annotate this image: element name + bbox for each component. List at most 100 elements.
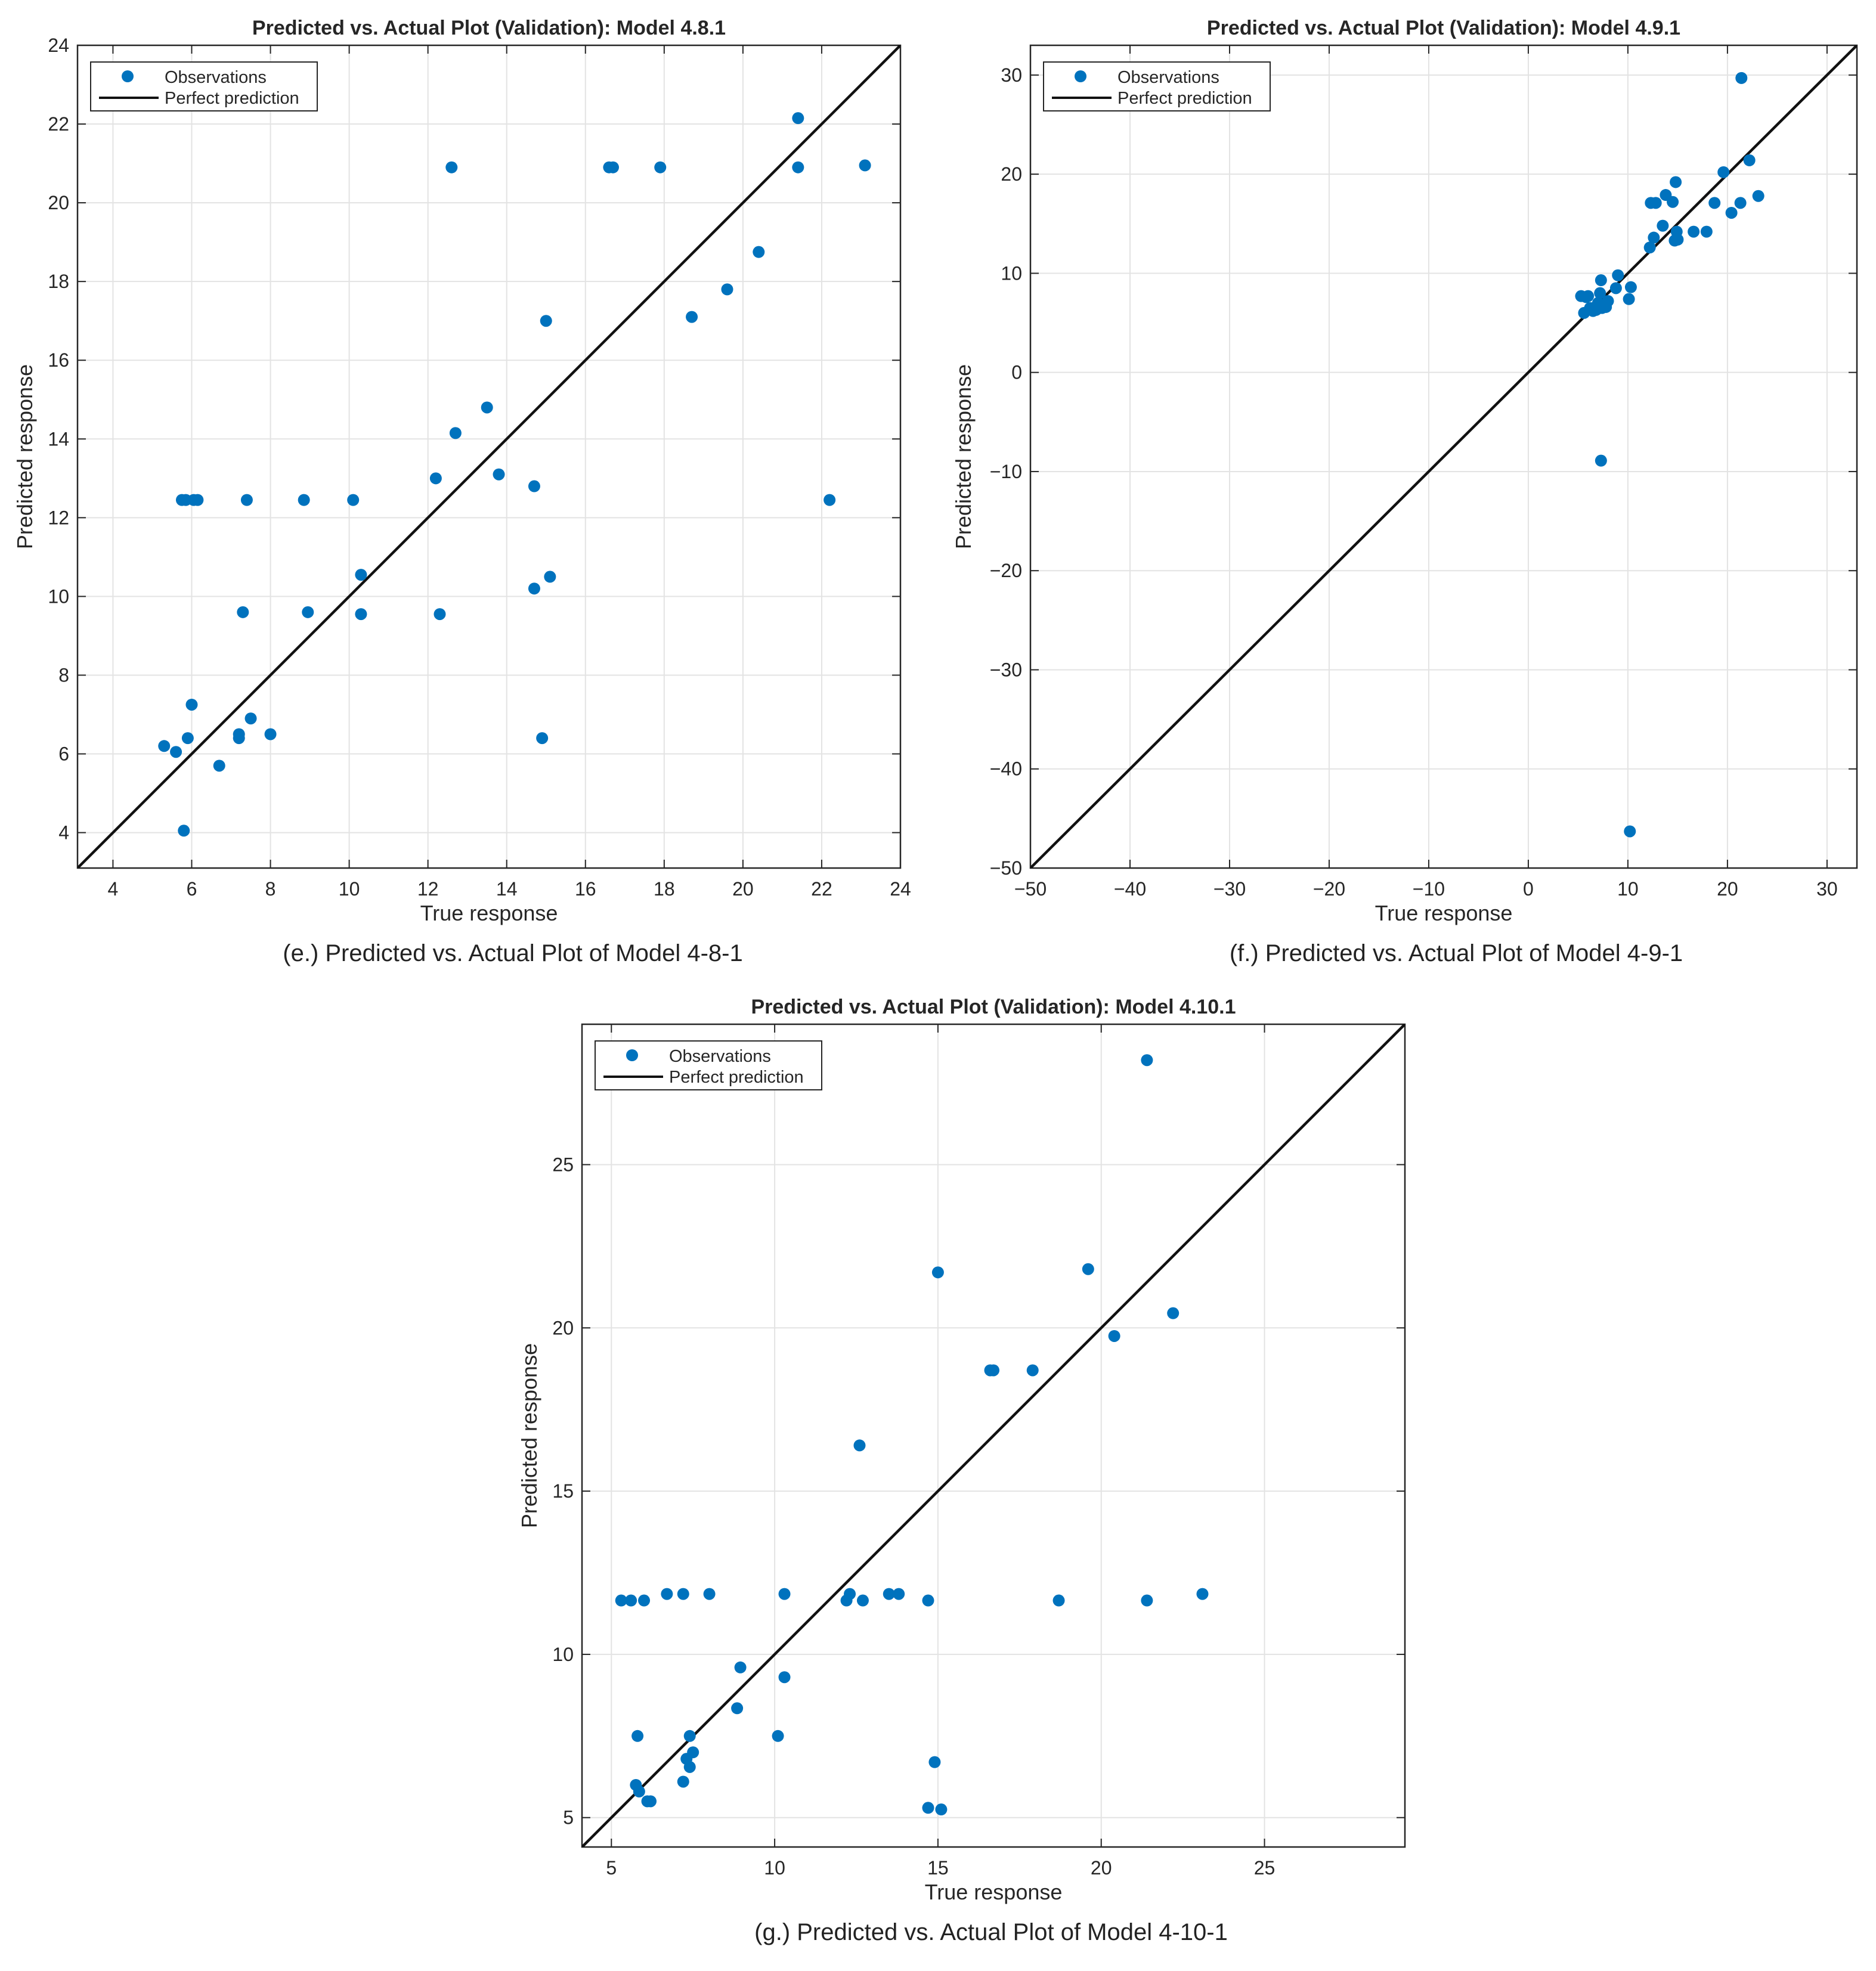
observation-point bbox=[445, 161, 458, 173]
x-tick-label: −10 bbox=[1413, 878, 1445, 900]
y-axis-label: Predicted response bbox=[13, 364, 37, 549]
observation-point bbox=[298, 494, 310, 506]
axes-box bbox=[76, 44, 902, 869]
observation-point bbox=[856, 1594, 869, 1607]
observation-point bbox=[540, 315, 552, 327]
y-tick-label: −30 bbox=[990, 659, 1022, 680]
y-tick-label: −50 bbox=[990, 857, 1022, 879]
observation-point bbox=[1649, 197, 1662, 209]
observation-point bbox=[654, 161, 667, 173]
observation-point bbox=[883, 1588, 895, 1600]
x-tick-label: 30 bbox=[1816, 878, 1838, 900]
observation-point bbox=[893, 1588, 905, 1600]
axes-box bbox=[581, 1023, 1406, 1848]
observation-point bbox=[645, 1795, 657, 1808]
observation-point bbox=[1582, 290, 1595, 302]
observation-point bbox=[638, 1594, 651, 1607]
legend: Observations Perfect prediction bbox=[1043, 61, 1271, 111]
observation-point bbox=[536, 732, 549, 745]
observation-point bbox=[544, 571, 556, 583]
x-tick-label: 5 bbox=[606, 1857, 617, 1879]
perfect-prediction-line bbox=[582, 1024, 1405, 1847]
x-tick-label: 8 bbox=[265, 878, 276, 900]
chart-g: 5 10 15 20 25 5 10 15 20 25 Observations Perfect pr… bbox=[517, 996, 1406, 1945]
observation-point bbox=[931, 1266, 944, 1279]
observation-point bbox=[1752, 190, 1764, 202]
observation-point bbox=[734, 1661, 747, 1674]
observation-point bbox=[772, 1730, 784, 1742]
observation-point bbox=[753, 246, 765, 258]
observation-point bbox=[853, 1439, 866, 1452]
y-tick-label: 20 bbox=[1001, 163, 1022, 185]
observation-point bbox=[1595, 274, 1607, 287]
observation-point bbox=[302, 606, 314, 618]
x-tick-label: −50 bbox=[1014, 878, 1047, 900]
observation-point bbox=[1167, 1307, 1180, 1319]
figure-caption: (g.) Predicted vs. Actual Plot of Model … bbox=[754, 1919, 1228, 1945]
legend-label-observations: Observations bbox=[165, 68, 267, 87]
observation-point bbox=[347, 494, 360, 506]
observation-point bbox=[721, 283, 733, 296]
observation-point bbox=[778, 1671, 791, 1684]
x-tick-label: 14 bbox=[496, 878, 518, 900]
x-tick-label: 0 bbox=[1523, 878, 1534, 900]
y-tick-label: 0 bbox=[1011, 362, 1022, 383]
observation-point bbox=[615, 1594, 627, 1607]
x-tick-label: −40 bbox=[1114, 878, 1146, 900]
observation-point bbox=[181, 732, 194, 745]
y-tick-label: 10 bbox=[552, 1644, 574, 1665]
observation-point bbox=[792, 112, 804, 125]
observation-point bbox=[493, 468, 505, 481]
observation-point bbox=[824, 494, 836, 506]
legend-label-observations: Observations bbox=[1117, 68, 1219, 87]
y-tick-label: 25 bbox=[552, 1154, 574, 1175]
legend-label-perfect-prediction: Perfect prediction bbox=[165, 89, 299, 108]
observation-point bbox=[1700, 225, 1713, 238]
observation-point bbox=[631, 1730, 644, 1742]
observation-point bbox=[1657, 219, 1669, 232]
x-tick-label: 12 bbox=[417, 878, 439, 900]
x-tick-label: 20 bbox=[732, 878, 754, 900]
chart-e: 4 6 8 10 12 14 16 18 20 22 24 4 6 8 10 12 14 16 18 20 22 24 Ob… bbox=[13, 17, 911, 966]
observation-point bbox=[1196, 1588, 1209, 1600]
y-tick-label: 8 bbox=[58, 664, 69, 686]
y-tick-label: 4 bbox=[58, 822, 69, 844]
observation-point bbox=[928, 1756, 941, 1768]
x-tick-label: 16 bbox=[575, 878, 596, 900]
observation-point bbox=[677, 1588, 689, 1600]
y-tick-label: 24 bbox=[48, 35, 69, 56]
y-tick-label: −20 bbox=[990, 560, 1022, 581]
legend: Observations Perfect prediction bbox=[90, 61, 318, 111]
observation-point bbox=[244, 712, 257, 725]
observation-point bbox=[1735, 72, 1748, 84]
figure-caption: (e.) Predicted vs. Actual Plot of Model … bbox=[283, 940, 742, 966]
legend-box bbox=[1043, 61, 1271, 111]
x-tick-label: 24 bbox=[890, 878, 911, 900]
figure-caption: (f.) Predicted vs. Actual Plot of Model … bbox=[1230, 940, 1683, 966]
observation-point bbox=[1624, 825, 1636, 838]
observation-point bbox=[1624, 281, 1637, 293]
x-tick-label: 6 bbox=[187, 878, 197, 900]
legend-label-perfect-prediction: Perfect prediction bbox=[1117, 89, 1252, 108]
y-tick-label: 20 bbox=[48, 192, 69, 213]
y-tick-label: 15 bbox=[552, 1480, 574, 1502]
y-tick-label: 10 bbox=[1001, 262, 1022, 284]
observation-point bbox=[778, 1588, 791, 1600]
legend-label-observations: Observations bbox=[669, 1047, 771, 1066]
observation-point bbox=[1141, 1054, 1153, 1067]
x-tick-label: 10 bbox=[1617, 878, 1639, 900]
y-tick-label: 12 bbox=[48, 507, 69, 528]
x-tick-label: 18 bbox=[654, 878, 675, 900]
observation-point bbox=[528, 582, 540, 595]
observation-point bbox=[731, 1702, 744, 1715]
observation-point bbox=[1602, 295, 1614, 307]
observation-point bbox=[449, 427, 462, 439]
observation-point bbox=[158, 740, 171, 752]
observation-point bbox=[237, 606, 249, 618]
x-tick-label: −30 bbox=[1213, 878, 1246, 900]
observation-point bbox=[633, 1785, 645, 1798]
y-axis-label: Predicted response bbox=[517, 1343, 541, 1528]
observation-point bbox=[355, 569, 367, 581]
observation-point bbox=[1670, 176, 1682, 188]
